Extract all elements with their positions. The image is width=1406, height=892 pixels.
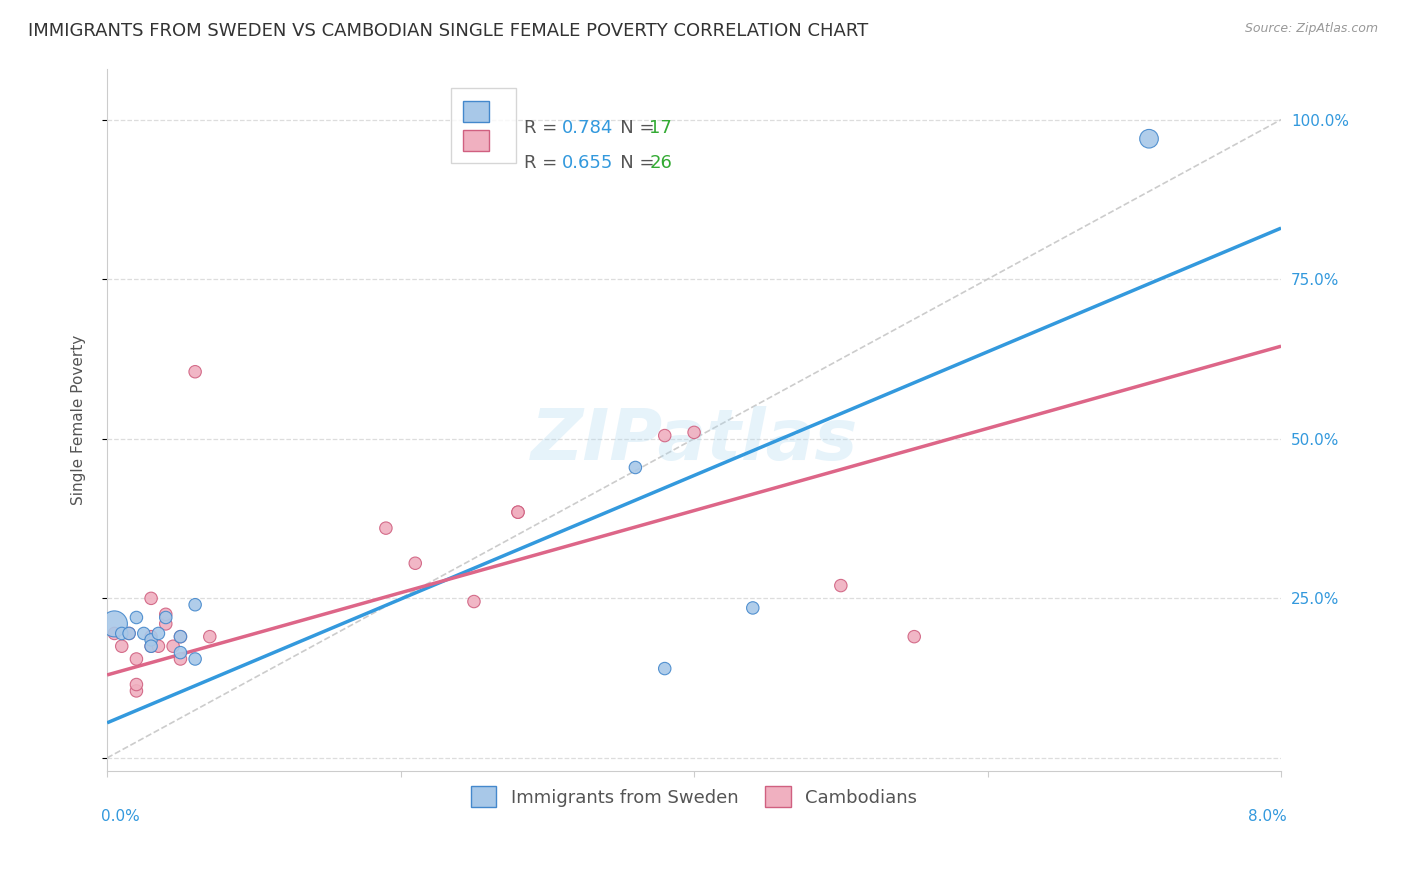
Point xyxy=(125,652,148,666)
Point xyxy=(118,626,141,640)
Point xyxy=(169,630,191,644)
Point xyxy=(155,607,177,622)
Point xyxy=(125,610,148,624)
Point xyxy=(155,610,177,624)
Point xyxy=(125,677,148,691)
Text: 0.655: 0.655 xyxy=(561,154,613,172)
Point xyxy=(139,632,162,647)
Point xyxy=(463,594,485,608)
Point xyxy=(184,365,207,379)
Text: 0.784: 0.784 xyxy=(561,120,613,137)
Text: Source: ZipAtlas.com: Source: ZipAtlas.com xyxy=(1244,22,1378,36)
Point xyxy=(1137,132,1160,146)
Point xyxy=(683,425,706,440)
Point xyxy=(654,428,676,442)
Point xyxy=(125,684,148,698)
Point xyxy=(184,652,207,666)
Text: 8.0%: 8.0% xyxy=(1249,809,1286,824)
Point xyxy=(155,616,177,631)
Text: 17: 17 xyxy=(650,120,672,137)
Y-axis label: Single Female Poverty: Single Female Poverty xyxy=(72,334,86,505)
Text: 0.0%: 0.0% xyxy=(101,809,141,824)
Point xyxy=(103,626,125,640)
Point xyxy=(169,630,191,644)
Point xyxy=(741,601,763,615)
Text: N =: N = xyxy=(603,154,659,172)
Point xyxy=(506,505,529,519)
Point xyxy=(830,578,852,592)
Point xyxy=(654,662,676,676)
Point xyxy=(162,639,184,653)
Text: ZIPatlas: ZIPatlas xyxy=(530,406,858,475)
Point xyxy=(148,626,170,640)
Point xyxy=(374,521,396,535)
Text: 26: 26 xyxy=(650,154,672,172)
Point xyxy=(132,626,155,640)
Text: R =: R = xyxy=(524,120,562,137)
Point xyxy=(111,639,134,653)
Point xyxy=(169,646,191,660)
Point xyxy=(169,652,191,666)
Point xyxy=(139,630,162,644)
Point xyxy=(139,591,162,606)
Point xyxy=(118,626,141,640)
Point xyxy=(184,598,207,612)
Text: R =: R = xyxy=(524,154,562,172)
Point xyxy=(624,460,647,475)
Point xyxy=(103,616,125,631)
Point xyxy=(111,626,134,640)
Point xyxy=(903,630,925,644)
Legend: Immigrants from Sweden, Cambodians: Immigrants from Sweden, Cambodians xyxy=(460,775,928,818)
Point xyxy=(404,556,426,570)
Point xyxy=(198,630,221,644)
Point xyxy=(148,639,170,653)
Text: IMMIGRANTS FROM SWEDEN VS CAMBODIAN SINGLE FEMALE POVERTY CORRELATION CHART: IMMIGRANTS FROM SWEDEN VS CAMBODIAN SING… xyxy=(28,22,869,40)
Point xyxy=(139,639,162,653)
Text: N =: N = xyxy=(603,120,659,137)
Point xyxy=(139,639,162,653)
Point xyxy=(506,505,529,519)
